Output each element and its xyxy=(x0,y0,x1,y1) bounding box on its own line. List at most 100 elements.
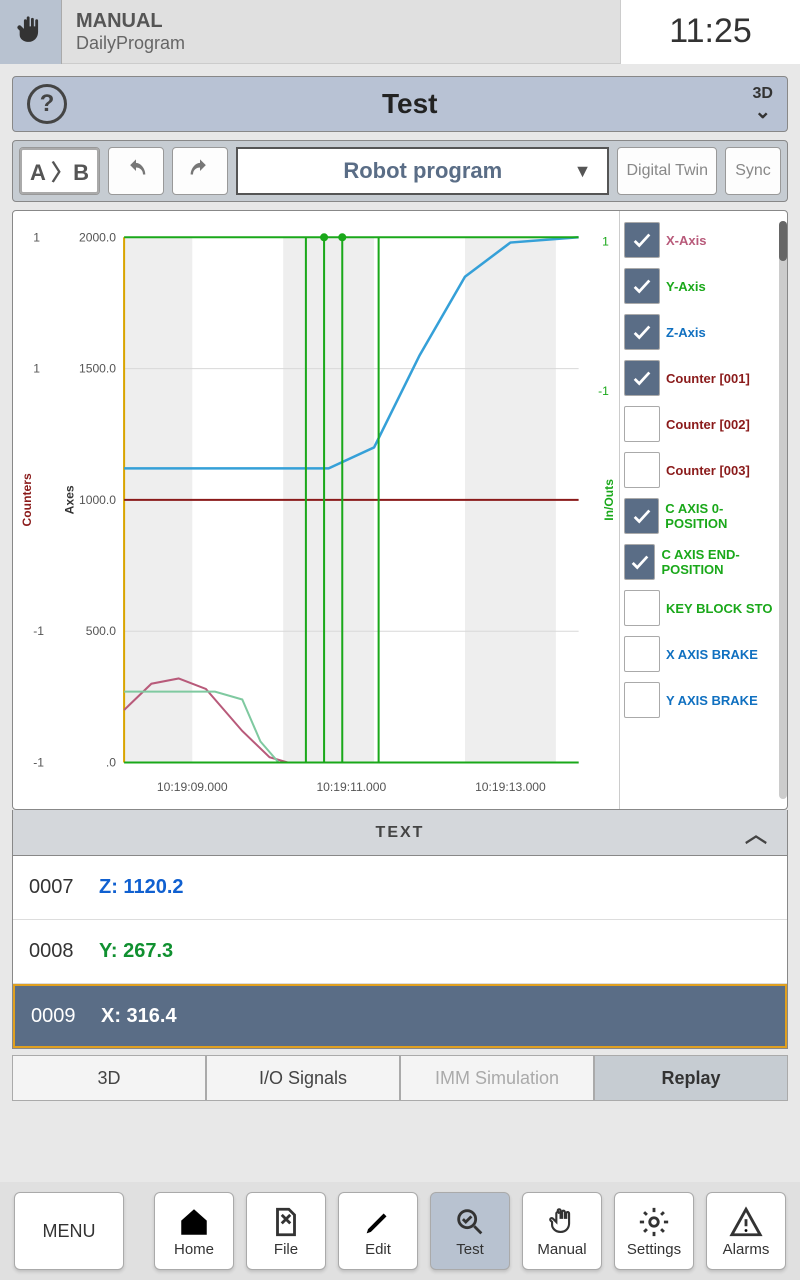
lower-tab-strip: 3DI/O SignalsIMM SimulationReplay xyxy=(12,1055,788,1101)
svg-text:10:19:09.000: 10:19:09.000 xyxy=(157,780,228,794)
digital-twin-button[interactable]: Digital Twin xyxy=(617,147,717,195)
legend-checkbox[interactable] xyxy=(624,268,660,304)
line-number: 0009 xyxy=(31,1005,101,1028)
svg-text:1500.0: 1500.0 xyxy=(79,362,116,376)
code-line[interactable]: 0008Y: 267.3 xyxy=(13,920,787,984)
lower-tab[interactable]: IMM Simulation xyxy=(400,1055,594,1101)
legend-item[interactable]: Counter [003] xyxy=(624,447,783,493)
code-text: X: 316.4 xyxy=(101,1005,177,1028)
legend-checkbox[interactable] xyxy=(624,544,655,580)
legend-item[interactable]: Counter [002] xyxy=(624,401,783,447)
legend-item[interactable]: C AXIS END-POSITION xyxy=(624,539,783,585)
legend-checkbox[interactable] xyxy=(624,682,660,718)
line-number: 0008 xyxy=(29,940,99,963)
undo-button[interactable] xyxy=(108,147,164,195)
home-button[interactable]: Home xyxy=(154,1192,234,1270)
code-panel: 0007Z: 1120.20008Y: 267.30009X: 316.4 xyxy=(12,856,788,1049)
legend-label: C AXIS 0-POSITION xyxy=(665,501,783,531)
svg-text:1: 1 xyxy=(602,234,609,248)
lower-tab[interactable]: 3D xyxy=(12,1055,206,1101)
svg-text:1: 1 xyxy=(33,362,40,376)
svg-text:Counters: Counters xyxy=(20,473,34,526)
settings-button[interactable]: Settings xyxy=(614,1192,694,1270)
page-title: Test xyxy=(382,88,438,120)
dropdown-chevron-icon: ▼ xyxy=(574,161,592,182)
toolbar: A 〉B Robot program ▼ Digital Twin Sync xyxy=(12,140,788,202)
program-dropdown[interactable]: Robot program ▼ xyxy=(236,147,609,195)
status-bar: MANUAL DailyProgram 11:25 xyxy=(0,0,800,64)
legend-item[interactable]: Y-Axis xyxy=(624,263,783,309)
legend-checkbox[interactable] xyxy=(624,452,660,488)
redo-button[interactable] xyxy=(172,147,228,195)
legend-checkbox[interactable] xyxy=(624,360,660,396)
clock: 11:25 xyxy=(620,0,800,64)
legend-item[interactable]: KEY BLOCK STO xyxy=(624,585,783,631)
text-panel-header[interactable]: TEXT ︿ xyxy=(12,810,788,856)
legend-label: Counter [002] xyxy=(666,417,750,432)
help-button[interactable]: ? xyxy=(27,84,67,124)
manual-mode-icon[interactable] xyxy=(0,0,62,64)
legend-item[interactable]: X AXIS BRAKE xyxy=(624,631,783,677)
view-3d-toggle[interactable]: 3D ⌄ xyxy=(753,86,773,122)
legend-label: KEY BLOCK STO xyxy=(666,601,772,616)
program-dropdown-label: Robot program xyxy=(343,158,502,184)
svg-text:In/Outs: In/Outs xyxy=(602,479,616,521)
program-name: DailyProgram xyxy=(76,33,606,54)
svg-text:-1: -1 xyxy=(33,756,44,770)
file-button[interactable]: File xyxy=(246,1192,326,1270)
chart-panel: 2000.01500.01000.0500.0.011-1-11-1AxesCo… xyxy=(12,210,788,810)
legend-item[interactable]: C AXIS 0-POSITION xyxy=(624,493,783,539)
code-line[interactable]: 0007Z: 1120.2 xyxy=(13,856,787,920)
line-number: 0007 xyxy=(29,876,99,899)
legend-item[interactable]: Y AXIS BRAKE xyxy=(624,677,783,723)
legend-checkbox[interactable] xyxy=(624,590,660,626)
legend-checkbox[interactable] xyxy=(624,636,660,672)
legend-label: C AXIS END-POSITION xyxy=(661,547,783,577)
menu-button[interactable]: MENU xyxy=(14,1192,124,1270)
legend-label: Y-Axis xyxy=(666,279,706,294)
legend-checkbox[interactable] xyxy=(624,314,660,350)
svg-text:2000.0: 2000.0 xyxy=(79,230,116,244)
alarms-button[interactable]: Alarms xyxy=(706,1192,786,1270)
svg-text:Axes: Axes xyxy=(63,485,77,514)
sync-button[interactable]: Sync xyxy=(725,147,781,195)
test-button[interactable]: Test xyxy=(430,1192,510,1270)
legend-item[interactable]: X-Axis xyxy=(624,217,783,263)
svg-text:1: 1 xyxy=(33,230,40,244)
timeline-chart[interactable]: 2000.01500.01000.0500.0.011-1-11-1AxesCo… xyxy=(13,211,619,809)
legend-label: X-Axis xyxy=(666,233,706,248)
svg-text:10:19:13.000: 10:19:13.000 xyxy=(475,780,546,794)
collapse-chevron-icon: ︿ xyxy=(745,817,769,849)
svg-text:-1: -1 xyxy=(598,384,609,398)
ab-compare-button[interactable]: A 〉B xyxy=(19,147,100,195)
bottom-button-row: MENU HomeFileEditTestManualSettingsAlarm… xyxy=(0,1182,800,1280)
lower-tab[interactable]: I/O Signals xyxy=(206,1055,400,1101)
legend-checkbox[interactable] xyxy=(624,498,659,534)
legend-label: Counter [001] xyxy=(666,371,750,386)
chevron-down-icon: ⌄ xyxy=(753,102,773,122)
svg-text:500.0: 500.0 xyxy=(86,624,117,638)
title-bar: ? Test 3D ⌄ xyxy=(12,76,788,132)
mode-title: MANUAL xyxy=(76,10,606,33)
legend: X-Axis Y-Axis Z-Axis Counter [001] Counter [… xyxy=(619,211,787,809)
legend-label: Y AXIS BRAKE xyxy=(666,693,758,708)
legend-label: Counter [003] xyxy=(666,463,750,478)
code-text: Z: 1120.2 xyxy=(99,876,184,899)
code-line[interactable]: 0009X: 316.4 xyxy=(13,984,787,1048)
lower-tab[interactable]: Replay xyxy=(594,1055,788,1101)
view-3d-label: 3D xyxy=(753,86,773,102)
legend-checkbox[interactable] xyxy=(624,222,660,258)
svg-text:10:19:11.000: 10:19:11.000 xyxy=(316,780,386,794)
svg-text:1000.0: 1000.0 xyxy=(79,493,116,507)
legend-label: X AXIS BRAKE xyxy=(666,647,758,662)
svg-text:-1: -1 xyxy=(33,624,44,638)
edit-button[interactable]: Edit xyxy=(338,1192,418,1270)
legend-label: Z-Axis xyxy=(666,325,706,340)
code-text: Y: 267.3 xyxy=(99,940,173,963)
text-panel-title: TEXT xyxy=(376,824,425,842)
manual-button[interactable]: Manual xyxy=(522,1192,602,1270)
legend-item[interactable]: Counter [001] xyxy=(624,355,783,401)
legend-scrollbar[interactable] xyxy=(779,221,787,799)
legend-checkbox[interactable] xyxy=(624,406,660,442)
legend-item[interactable]: Z-Axis xyxy=(624,309,783,355)
